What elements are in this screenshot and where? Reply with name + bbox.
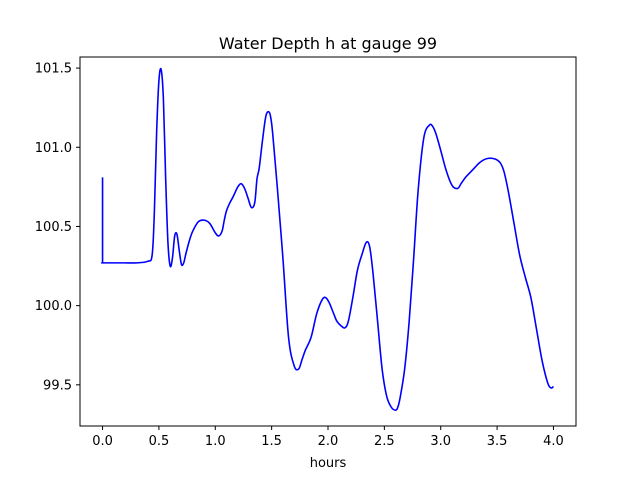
x-tick-label: 4.0 <box>543 434 564 449</box>
x-tick-label: 3.5 <box>487 434 508 449</box>
x-tick-label: 2.0 <box>318 434 339 449</box>
x-tick-label: 0.5 <box>149 434 170 449</box>
y-axis-ticks: 99.5 100.0 100.5 101.0 101.5 <box>35 62 80 393</box>
x-tick-label: 3.0 <box>430 434 451 449</box>
chart-title: Water Depth h at gauge 99 <box>219 34 437 53</box>
x-tick-label: 2.5 <box>374 434 395 449</box>
y-tick-label: 101.0 <box>35 141 72 156</box>
plot-frame <box>79 56 577 427</box>
y-tick-label: 100.5 <box>35 220 72 235</box>
series-layer <box>100 67 555 411</box>
y-tick-label: 100.0 <box>35 299 72 314</box>
series-line-0 <box>100 67 555 411</box>
x-tick-label: 1.0 <box>205 434 226 449</box>
y-tick-label: 99.5 <box>43 378 72 393</box>
y-tick-label: 101.5 <box>35 62 72 77</box>
x-tick-label: 1.5 <box>261 434 282 449</box>
plot-background <box>80 57 576 426</box>
x-tick-label: 0.0 <box>92 434 113 449</box>
x-axis-label: hours <box>310 456 347 471</box>
x-axis-ticks: 0.0 0.5 1.0 1.5 2.0 2.5 3.0 3.5 4.0 <box>92 426 564 449</box>
